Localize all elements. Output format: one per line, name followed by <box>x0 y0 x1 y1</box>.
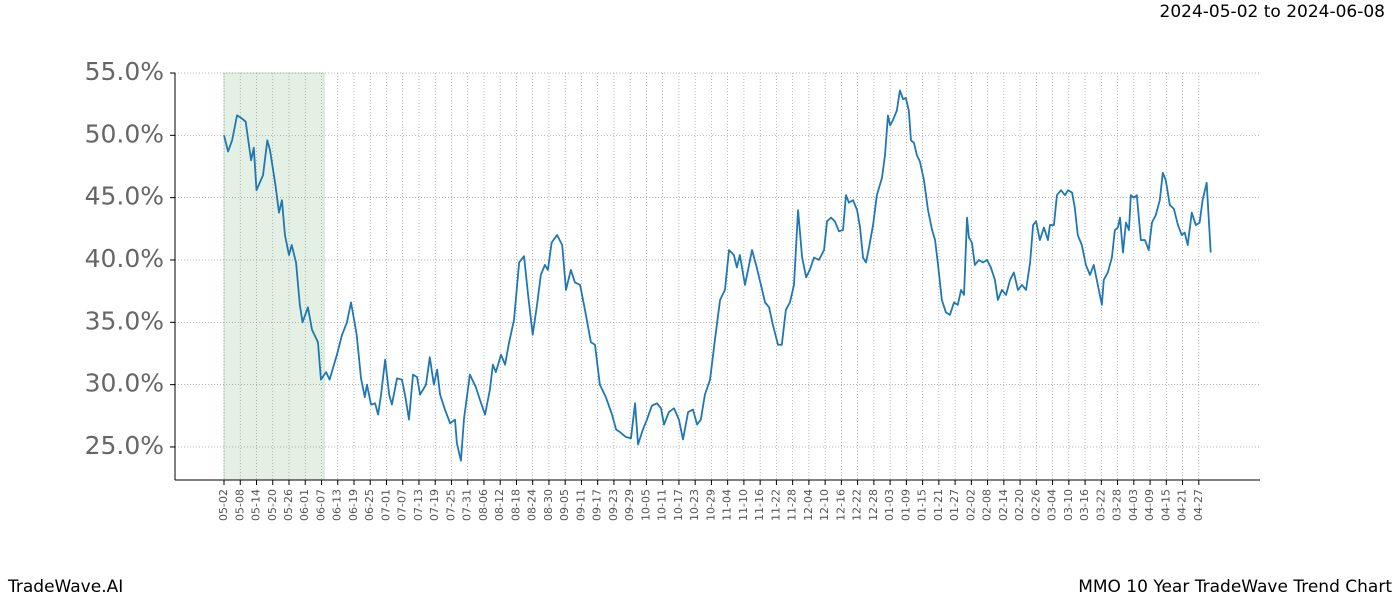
x-tick-label: 08-12 <box>493 489 506 521</box>
x-tick-label: 07-01 <box>379 489 392 521</box>
y-tick-label: 50.0% <box>85 119 164 148</box>
x-tick-label: 03-16 <box>1078 489 1091 521</box>
x-tick-label: 04-09 <box>1143 489 1156 521</box>
x-tick-label: 06-07 <box>314 489 327 521</box>
x-tick-label: 10-29 <box>704 489 717 521</box>
highlight-span <box>223 72 325 481</box>
x-tick-label: 05-02 <box>217 489 230 521</box>
x-tick-label: 10-23 <box>688 489 701 521</box>
x-tick-label: 06-25 <box>363 489 376 521</box>
x-tick-label: 05-08 <box>233 489 246 521</box>
y-tick-label: 30.0% <box>85 369 164 398</box>
x-tick-label: 02-26 <box>1029 489 1042 521</box>
x-tick-label: 02-02 <box>964 489 977 521</box>
x-tick-label: 10-17 <box>672 489 685 521</box>
x-tick-label: 01-03 <box>883 489 896 521</box>
x-tick-label: 12-22 <box>851 489 864 521</box>
x-tick-label: 09-11 <box>574 489 587 521</box>
x-tick-label: 01-21 <box>932 489 945 521</box>
x-tick-label: 09-05 <box>558 489 571 521</box>
x-tick-label: 09-17 <box>591 489 604 521</box>
x-tick-label: 08-30 <box>542 489 555 521</box>
x-tick-label: 11-04 <box>721 489 734 521</box>
x-tick-label: 09-29 <box>623 489 636 521</box>
x-tick-label: 08-24 <box>526 489 539 521</box>
x-tick-label: 02-08 <box>981 489 994 521</box>
x-tick-label: 01-09 <box>899 489 912 521</box>
x-tick-label: 07-13 <box>412 489 425 521</box>
x-tick-label: 04-27 <box>1192 489 1205 521</box>
plot-area: 25.0% 30.0% 35.0% 40.0% 45.0% 50.0% 55.0% 05-02… <box>85 57 1260 521</box>
y-tick-label: 25.0% <box>85 431 164 460</box>
x-tick-label: 07-07 <box>396 489 409 521</box>
x-tick-label: 12-04 <box>802 489 815 521</box>
x-tick-label: 04-21 <box>1176 489 1189 521</box>
x-tick-label: 03-04 <box>1046 489 1059 521</box>
x-tick-label: 04-15 <box>1159 489 1172 521</box>
chart-title: 2024-05-02 to 2024-06-08 <box>1160 2 1385 22</box>
footer-chart-name: MMO 10 Year TradeWave Trend Chart <box>1078 577 1392 597</box>
x-tick-label: 02-14 <box>997 489 1010 521</box>
x-tick-label: 06-01 <box>298 489 311 521</box>
x-tick-label: 11-10 <box>737 489 750 521</box>
x-tick-label: 03-28 <box>1111 489 1124 521</box>
x-tick-label: 06-13 <box>331 489 344 521</box>
x-tick-label: 01-15 <box>916 489 929 521</box>
x-tick-label: 02-20 <box>1013 489 1026 521</box>
x-tick-label: 03-10 <box>1062 489 1075 521</box>
x-tick-label: 11-28 <box>786 489 799 521</box>
x-tick-label: 01-27 <box>948 489 961 521</box>
x-tick-label: 05-26 <box>282 489 295 521</box>
x-tick-label: 10-11 <box>656 489 669 521</box>
x-tick-label: 05-20 <box>266 489 279 521</box>
x-tick-label: 09-23 <box>607 489 620 521</box>
x-tick-label: 04-03 <box>1127 489 1140 521</box>
x-tick-label: 07-31 <box>461 489 474 521</box>
x-tick-label: 08-06 <box>477 489 490 521</box>
x-tick-label: 11-16 <box>753 489 766 521</box>
x-tick-label: 12-28 <box>867 489 880 521</box>
x-tick-label: 06-19 <box>347 489 360 521</box>
x-tick-label: 05-14 <box>250 489 263 521</box>
y-tick-label: 40.0% <box>85 244 164 273</box>
y-tick-label: 35.0% <box>85 306 164 335</box>
y-tick-label: 55.0% <box>85 57 164 86</box>
x-tick-label: 08-18 <box>509 489 522 521</box>
x-tick-label: 12-16 <box>834 489 847 521</box>
trend-line <box>223 89 1212 462</box>
x-tick-label: 07-25 <box>444 489 457 521</box>
footer-brand: TradeWave.AI <box>7 577 123 597</box>
y-tick-label: 45.0% <box>85 182 164 211</box>
x-tick-label: 11-22 <box>769 489 782 521</box>
x-tick-label: 07-19 <box>428 489 441 521</box>
x-tick-label: 10-05 <box>639 489 652 521</box>
x-tick-label: 03-22 <box>1094 489 1107 521</box>
x-tick-label: 12-10 <box>818 489 831 521</box>
